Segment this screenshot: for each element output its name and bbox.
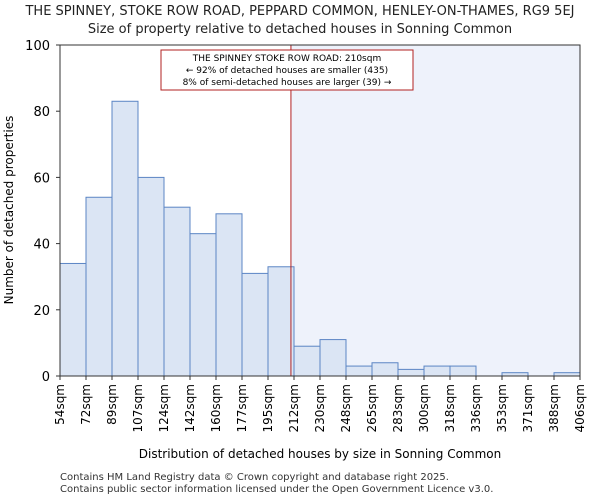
- annotation-line-2: ← 92% of detached houses are smaller (43…: [186, 66, 388, 76]
- y-tick-label: 0: [42, 370, 50, 385]
- y-axis-label: Number of detached properties: [2, 116, 16, 305]
- bar-160sqm: [215, 213, 243, 377]
- x-tick-label-388sqm: 388sqm: [547, 384, 561, 432]
- annotation-box: THE SPINNEY STOKE ROW ROAD: 210sqm ← 92%…: [160, 49, 414, 91]
- x-tick-label-142sqm: 142sqm: [183, 384, 197, 432]
- bar-300sqm: [423, 365, 451, 377]
- x-tick-label-283sqm: 283sqm: [391, 384, 405, 432]
- highlight-region: [290, 45, 580, 376]
- bar-177sqm: [241, 272, 269, 377]
- y-axis: 0 20 40 60 80 100: [25, 39, 60, 385]
- chart-subtitle: Size of property relative to detached ho…: [87, 22, 513, 37]
- bar-248sqm: [345, 365, 373, 377]
- x-tick-label-336sqm: 336sqm: [469, 384, 483, 432]
- x-tick-label-212sqm: 212sqm: [287, 384, 301, 432]
- annotation-line-1: THE SPINNEY STOKE ROW ROAD: 210sqm: [192, 54, 381, 64]
- bar-230sqm: [319, 339, 347, 377]
- bar-142sqm: [189, 233, 217, 377]
- x-tick-label-195sqm: 195sqm: [261, 384, 275, 432]
- bar-195sqm: [267, 266, 295, 377]
- x-axis: 54sqm 72sqm 89sqm 107sqm 124sqm 142sqm 160sqm 1…: [53, 376, 587, 432]
- x-tick-label-230sqm: 230sqm: [313, 384, 327, 432]
- bar-265sqm: [371, 362, 399, 377]
- y-tick-label: 60: [33, 171, 50, 186]
- x-tick-label-371sqm: 371sqm: [521, 384, 535, 432]
- footer-copyright: Contains HM Land Registry data © Crown c…: [60, 472, 449, 483]
- y-tick-label: 20: [33, 304, 50, 319]
- bar-72sqm: [85, 196, 113, 377]
- bar-212sqm: [293, 345, 321, 377]
- y-tick-label: 80: [33, 105, 50, 120]
- bar-107sqm: [137, 176, 165, 377]
- x-tick-label-406sqm: 406sqm: [573, 384, 587, 432]
- x-tick-label-300sqm: 300sqm: [417, 384, 431, 432]
- x-tick-label-318sqm: 318sqm: [443, 384, 457, 432]
- x-tick-label-54sqm: 54sqm: [53, 384, 67, 425]
- x-axis-label: Distribution of detached houses by size …: [139, 447, 502, 461]
- bar-89sqm: [111, 100, 139, 377]
- x-tick-label-89sqm: 89sqm: [105, 384, 119, 425]
- x-tick-label-177sqm: 177sqm: [235, 384, 249, 432]
- bars-group: [59, 100, 581, 377]
- x-tick-label-107sqm: 107sqm: [131, 384, 145, 432]
- x-tick-label-353sqm: 353sqm: [495, 384, 509, 432]
- y-tick-label: 40: [33, 238, 50, 253]
- bar-283sqm: [397, 368, 425, 377]
- x-tick-label-248sqm: 248sqm: [339, 384, 353, 432]
- bar-318sqm: [449, 365, 477, 377]
- y-tick-label: 100: [25, 39, 50, 54]
- annotation-line-3: 8% of semi-detached houses are larger (3…: [183, 78, 392, 88]
- footer-licence: Contains public sector information licen…: [60, 484, 494, 495]
- x-tick-label-265sqm: 265sqm: [365, 384, 379, 432]
- chart-title: THE SPINNEY, STOKE ROW ROAD, PEPPARD COM…: [25, 4, 575, 19]
- x-tick-label-72sqm: 72sqm: [79, 384, 93, 425]
- bar-124sqm: [163, 206, 191, 377]
- x-tick-label-160sqm: 160sqm: [209, 384, 223, 432]
- x-tick-label-124sqm: 124sqm: [157, 384, 171, 432]
- bar-54sqm: [59, 262, 87, 377]
